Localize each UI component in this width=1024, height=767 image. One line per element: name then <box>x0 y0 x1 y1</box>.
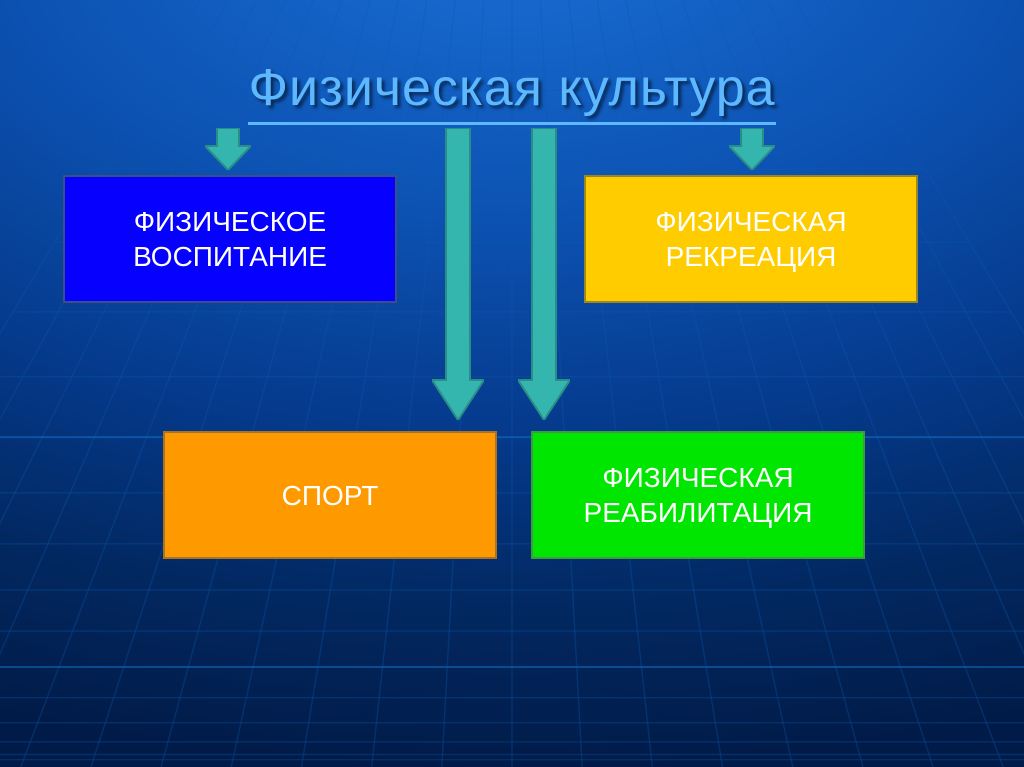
box-recreation: ФИЗИЧЕСКАЯ РЕКРЕАЦИЯ <box>584 175 918 303</box>
box-rehab: ФИЗИЧЕСКАЯ РЕАБИЛИТАЦИЯ <box>531 431 865 559</box>
box-recreation-label: ФИЗИЧЕСКАЯ РЕКРЕАЦИЯ <box>655 204 846 274</box>
arrow-to-rehab <box>518 128 570 420</box>
slide: Физическая культура ФИЗИЧЕСКОЕ ВОСПИТАНИ… <box>0 0 1024 767</box>
box-sport: СПОРТ <box>163 431 497 559</box>
box-rehab-label: ФИЗИЧЕСКАЯ РЕАБИЛИТАЦИЯ <box>584 460 813 530</box>
box-sport-label: СПОРТ <box>282 478 379 513</box>
arrow-to-sport <box>432 128 484 420</box>
arrow-to-recreation <box>729 128 775 170</box>
arrow-to-education <box>205 128 251 170</box>
slide-title: Физическая культура <box>0 58 1024 125</box>
slide-title-text: Физическая культура <box>248 58 775 125</box>
box-education-label: ФИЗИЧЕСКОЕ ВОСПИТАНИЕ <box>133 204 327 274</box>
box-education: ФИЗИЧЕСКОЕ ВОСПИТАНИЕ <box>63 175 397 303</box>
